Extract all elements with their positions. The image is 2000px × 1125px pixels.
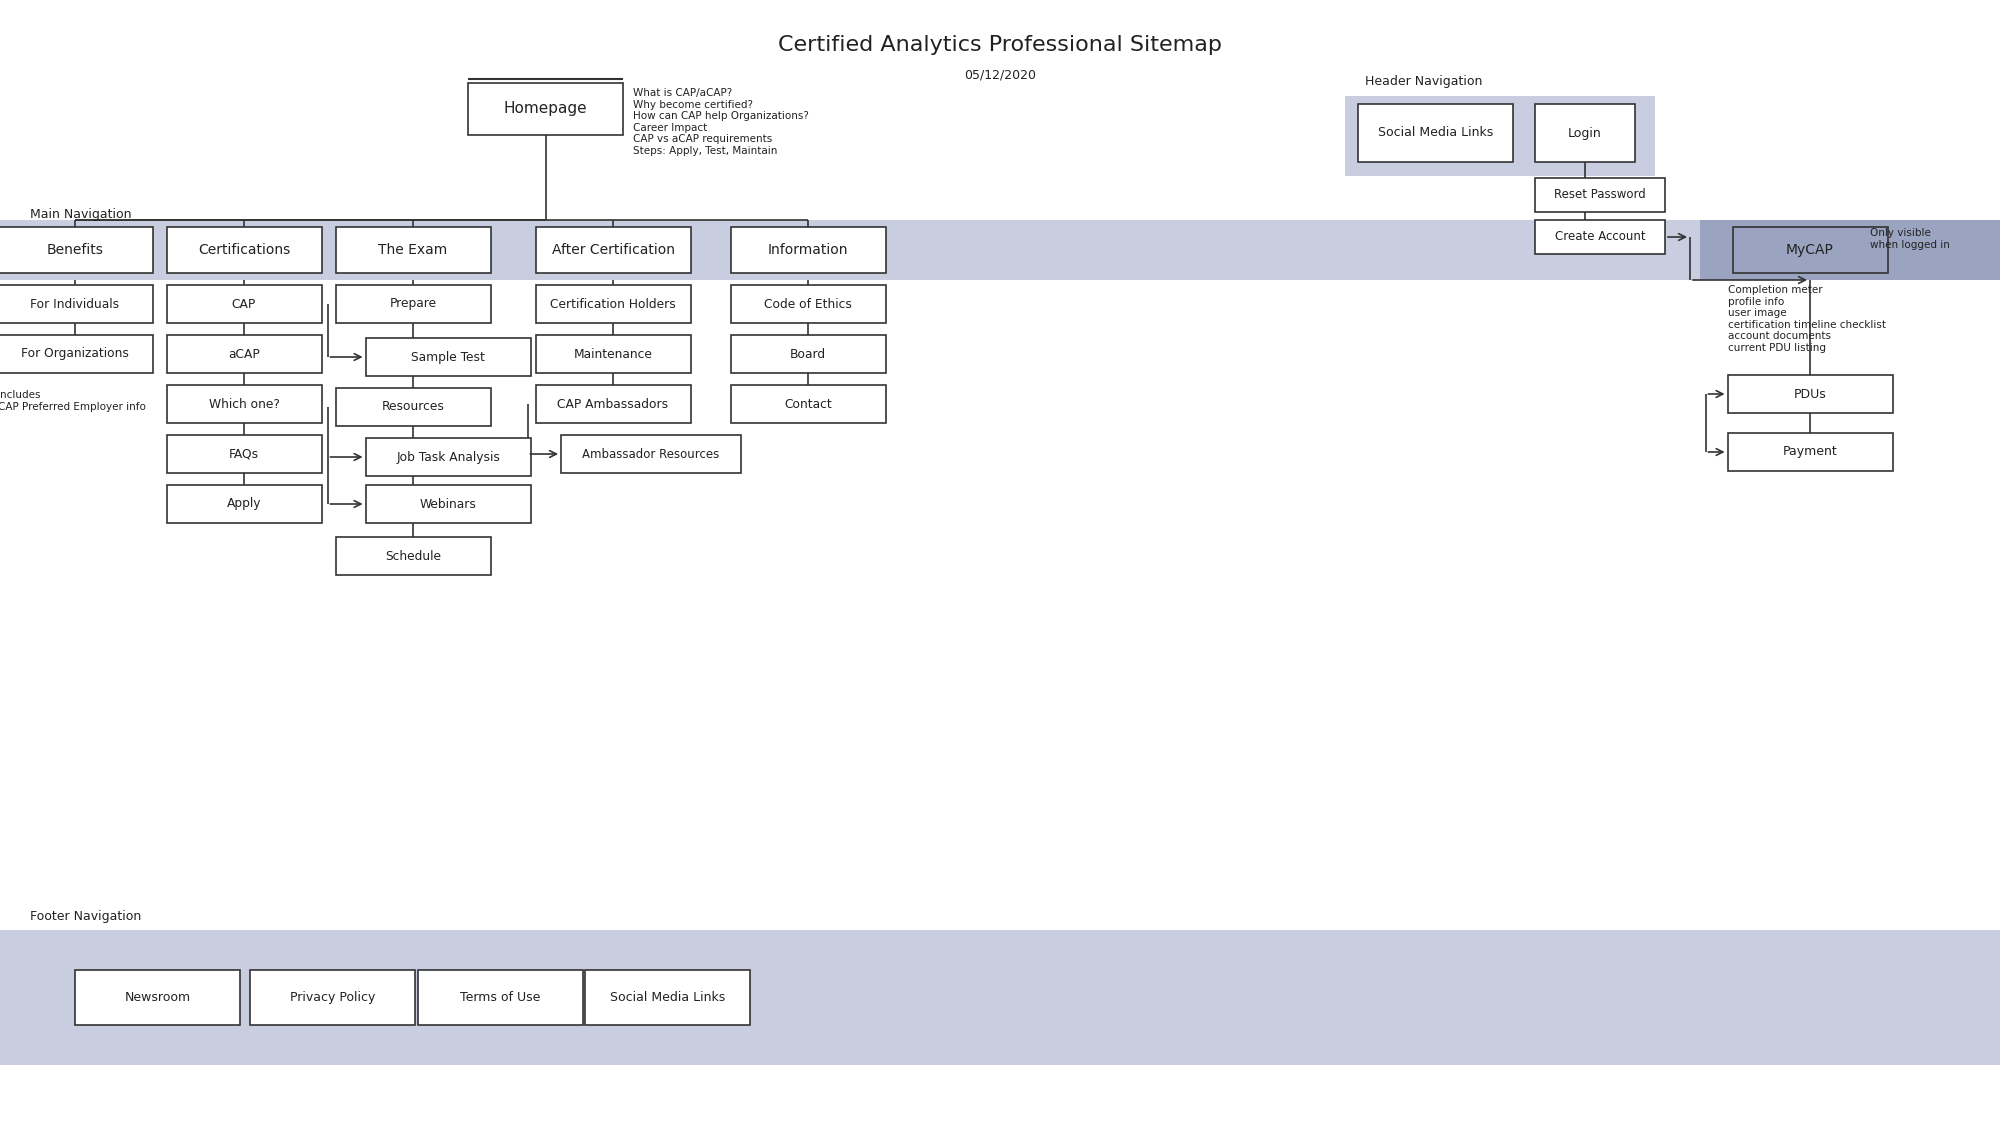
Bar (536, 285, 690, 323)
Bar (536, 385, 690, 423)
Text: Privacy Policy: Privacy Policy (290, 991, 376, 1004)
Bar (166, 227, 322, 273)
Bar (730, 385, 886, 423)
Bar (166, 385, 322, 423)
Bar (0, 227, 152, 273)
Bar (166, 285, 322, 323)
Text: Contact: Contact (784, 397, 832, 411)
Text: Homepage: Homepage (504, 101, 588, 117)
Bar (336, 285, 490, 323)
Bar (468, 83, 624, 135)
Text: Apply: Apply (226, 497, 262, 511)
Bar (0, 285, 152, 323)
Bar (730, 227, 886, 273)
Text: What is CAP/aCAP?
Why become certified?
How can CAP help Organizations?
Career I: What is CAP/aCAP? Why become certified? … (632, 88, 808, 156)
Text: Code of Ethics: Code of Ethics (764, 297, 852, 310)
Text: For Organizations: For Organizations (22, 348, 128, 360)
Text: Main Navigation: Main Navigation (30, 208, 132, 220)
Bar (76, 970, 240, 1025)
Text: FAQs: FAQs (228, 448, 260, 460)
Text: Newsroom: Newsroom (124, 991, 190, 1004)
Bar (1358, 104, 1514, 162)
Text: The Exam: The Exam (378, 243, 448, 256)
Text: Login: Login (1568, 126, 1602, 140)
Bar (1728, 375, 1892, 413)
Text: Webinars: Webinars (420, 497, 476, 511)
Text: Footer Navigation: Footer Navigation (30, 910, 142, 922)
Text: Board: Board (790, 348, 826, 360)
Text: After Certification: After Certification (552, 243, 674, 256)
Bar (584, 970, 750, 1025)
Text: Social Media Links: Social Media Links (610, 991, 726, 1004)
Bar (1536, 178, 1664, 212)
Bar (0, 335, 152, 374)
Text: Maintenance: Maintenance (574, 348, 652, 360)
Text: For Individuals: For Individuals (30, 297, 120, 310)
Bar (536, 335, 690, 374)
Text: Information: Information (768, 243, 848, 256)
Text: Completion meter
profile info
user image
certification timeline checklist
accoun: Completion meter profile info user image… (1728, 285, 1886, 353)
Text: CAP: CAP (232, 297, 256, 310)
Text: Which one?: Which one? (208, 397, 280, 411)
Text: Schedule: Schedule (384, 549, 440, 562)
Text: Job Task Analysis: Job Task Analysis (396, 450, 500, 463)
Bar (166, 485, 322, 523)
Bar (418, 970, 584, 1025)
Bar (1728, 433, 1892, 471)
Bar (336, 388, 490, 426)
Text: Ambassador Resources: Ambassador Resources (582, 448, 720, 460)
Bar (166, 435, 322, 472)
Bar (1536, 104, 1636, 162)
Bar (336, 537, 490, 575)
Bar (366, 485, 530, 523)
Text: Benefits: Benefits (46, 243, 104, 256)
Text: includes
CAP Preferred Employer info: includes CAP Preferred Employer info (0, 390, 146, 412)
Text: Reset Password: Reset Password (1554, 189, 1646, 201)
Text: Certifications: Certifications (198, 243, 290, 256)
Text: Header Navigation: Header Navigation (1364, 75, 1482, 88)
Bar (366, 338, 530, 376)
Bar (0, 220, 2000, 280)
Text: Only visible
when logged in: Only visible when logged in (1870, 228, 1950, 250)
Text: Payment: Payment (1782, 446, 1838, 459)
Text: Certification Holders: Certification Holders (550, 297, 676, 310)
Bar (1732, 227, 1888, 273)
Bar (166, 335, 322, 374)
Text: Social Media Links: Social Media Links (1378, 126, 1494, 140)
Text: MyCAP: MyCAP (1786, 243, 1834, 256)
Bar (1344, 96, 1656, 176)
Text: Prepare: Prepare (390, 297, 436, 310)
Bar (1536, 220, 1664, 254)
Text: Sample Test: Sample Test (412, 351, 484, 363)
Text: PDUs: PDUs (1794, 387, 1826, 400)
Text: 05/12/2020: 05/12/2020 (964, 68, 1036, 81)
Text: CAP Ambassadors: CAP Ambassadors (558, 397, 668, 411)
Text: aCAP: aCAP (228, 348, 260, 360)
Text: Create Account: Create Account (1554, 231, 1646, 243)
Bar (366, 438, 530, 476)
Text: Resources: Resources (382, 400, 444, 414)
Text: Terms of Use: Terms of Use (460, 991, 540, 1004)
Bar (730, 335, 886, 374)
Bar (730, 285, 886, 323)
Bar (560, 435, 740, 472)
Bar (1700, 220, 2000, 280)
Bar (536, 227, 690, 273)
Text: Certified Analytics Professional Sitemap: Certified Analytics Professional Sitemap (778, 35, 1222, 55)
Bar (336, 227, 490, 273)
Bar (0, 930, 2000, 1065)
Bar (250, 970, 416, 1025)
